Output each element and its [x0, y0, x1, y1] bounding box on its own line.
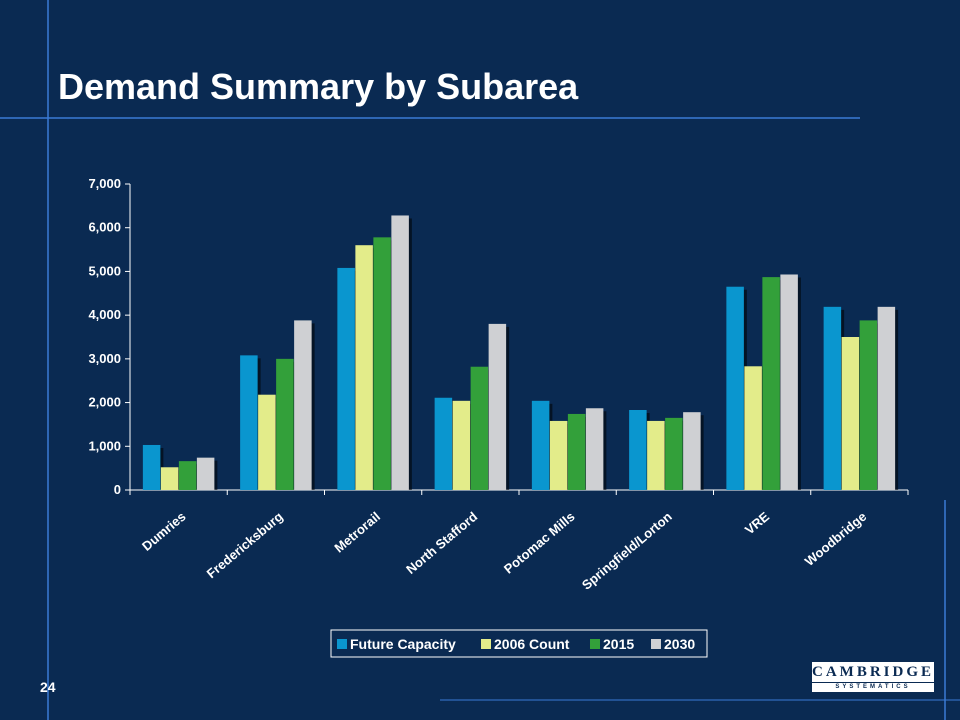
bar — [841, 337, 860, 490]
category-label: VRE — [742, 509, 772, 538]
bar — [294, 320, 312, 490]
bar — [240, 355, 258, 490]
bar — [178, 461, 197, 490]
y-tick-label: 4,000 — [88, 307, 121, 322]
bar — [470, 366, 489, 490]
bar — [859, 320, 878, 490]
bar — [877, 306, 896, 490]
bar — [196, 457, 215, 490]
legend-label: 2006 Count — [494, 636, 570, 652]
bar — [160, 467, 179, 490]
bar — [337, 267, 355, 490]
y-tick-label: 5,000 — [88, 263, 121, 278]
bar — [391, 215, 409, 490]
legend-box — [330, 629, 708, 658]
page-number: 24 — [40, 679, 56, 695]
legend-label: Future Capacity — [350, 636, 456, 652]
bar — [647, 420, 665, 490]
cambridge-systematics-logo: CAMBRIDGE SYSTEMATICS — [812, 662, 934, 692]
bar — [355, 245, 373, 490]
bar — [744, 366, 762, 490]
bar — [142, 444, 161, 490]
category-label: Woodbridge — [802, 509, 870, 569]
bar — [762, 277, 780, 490]
y-tick-label: 2,000 — [88, 395, 121, 410]
y-tick-label: 3,000 — [88, 351, 121, 366]
y-tick-label: 7,000 — [88, 176, 121, 191]
y-tick-label: 1,000 — [88, 438, 121, 453]
y-tick-label: 0 — [114, 482, 121, 497]
bar — [726, 286, 744, 490]
bar — [567, 413, 586, 490]
bar — [585, 408, 604, 490]
legend-swatch — [337, 639, 347, 649]
bar — [434, 397, 453, 490]
bar — [373, 237, 391, 490]
logo-tagline: SYSTEMATICS — [812, 683, 934, 692]
category-label: Potomac Mills — [501, 509, 578, 577]
bar — [683, 412, 701, 490]
legend-swatch — [651, 639, 661, 649]
bar — [665, 417, 683, 490]
bar — [488, 323, 507, 490]
legend-label: 2030 — [664, 636, 695, 652]
bar — [276, 358, 294, 490]
category-label: North Stafford — [403, 509, 480, 577]
y-tick-label: 6,000 — [88, 220, 121, 235]
category-label: Fredericksburg — [204, 509, 286, 581]
bar — [549, 420, 568, 490]
bar — [531, 400, 550, 490]
category-label: Metrorail — [331, 509, 383, 556]
bar — [780, 274, 798, 490]
bar — [452, 400, 471, 490]
page-title: Demand Summary by Subarea — [58, 66, 579, 107]
legend-swatch — [590, 639, 600, 649]
bar — [823, 306, 842, 490]
bar — [258, 394, 276, 490]
legend-swatch — [481, 639, 491, 649]
logo-name: CAMBRIDGE — [812, 662, 935, 682]
bar — [629, 410, 647, 490]
legend-label: 2015 — [603, 636, 634, 652]
category-label: Springfield/Lorton — [579, 509, 675, 593]
category-label: Dumries — [139, 509, 189, 554]
